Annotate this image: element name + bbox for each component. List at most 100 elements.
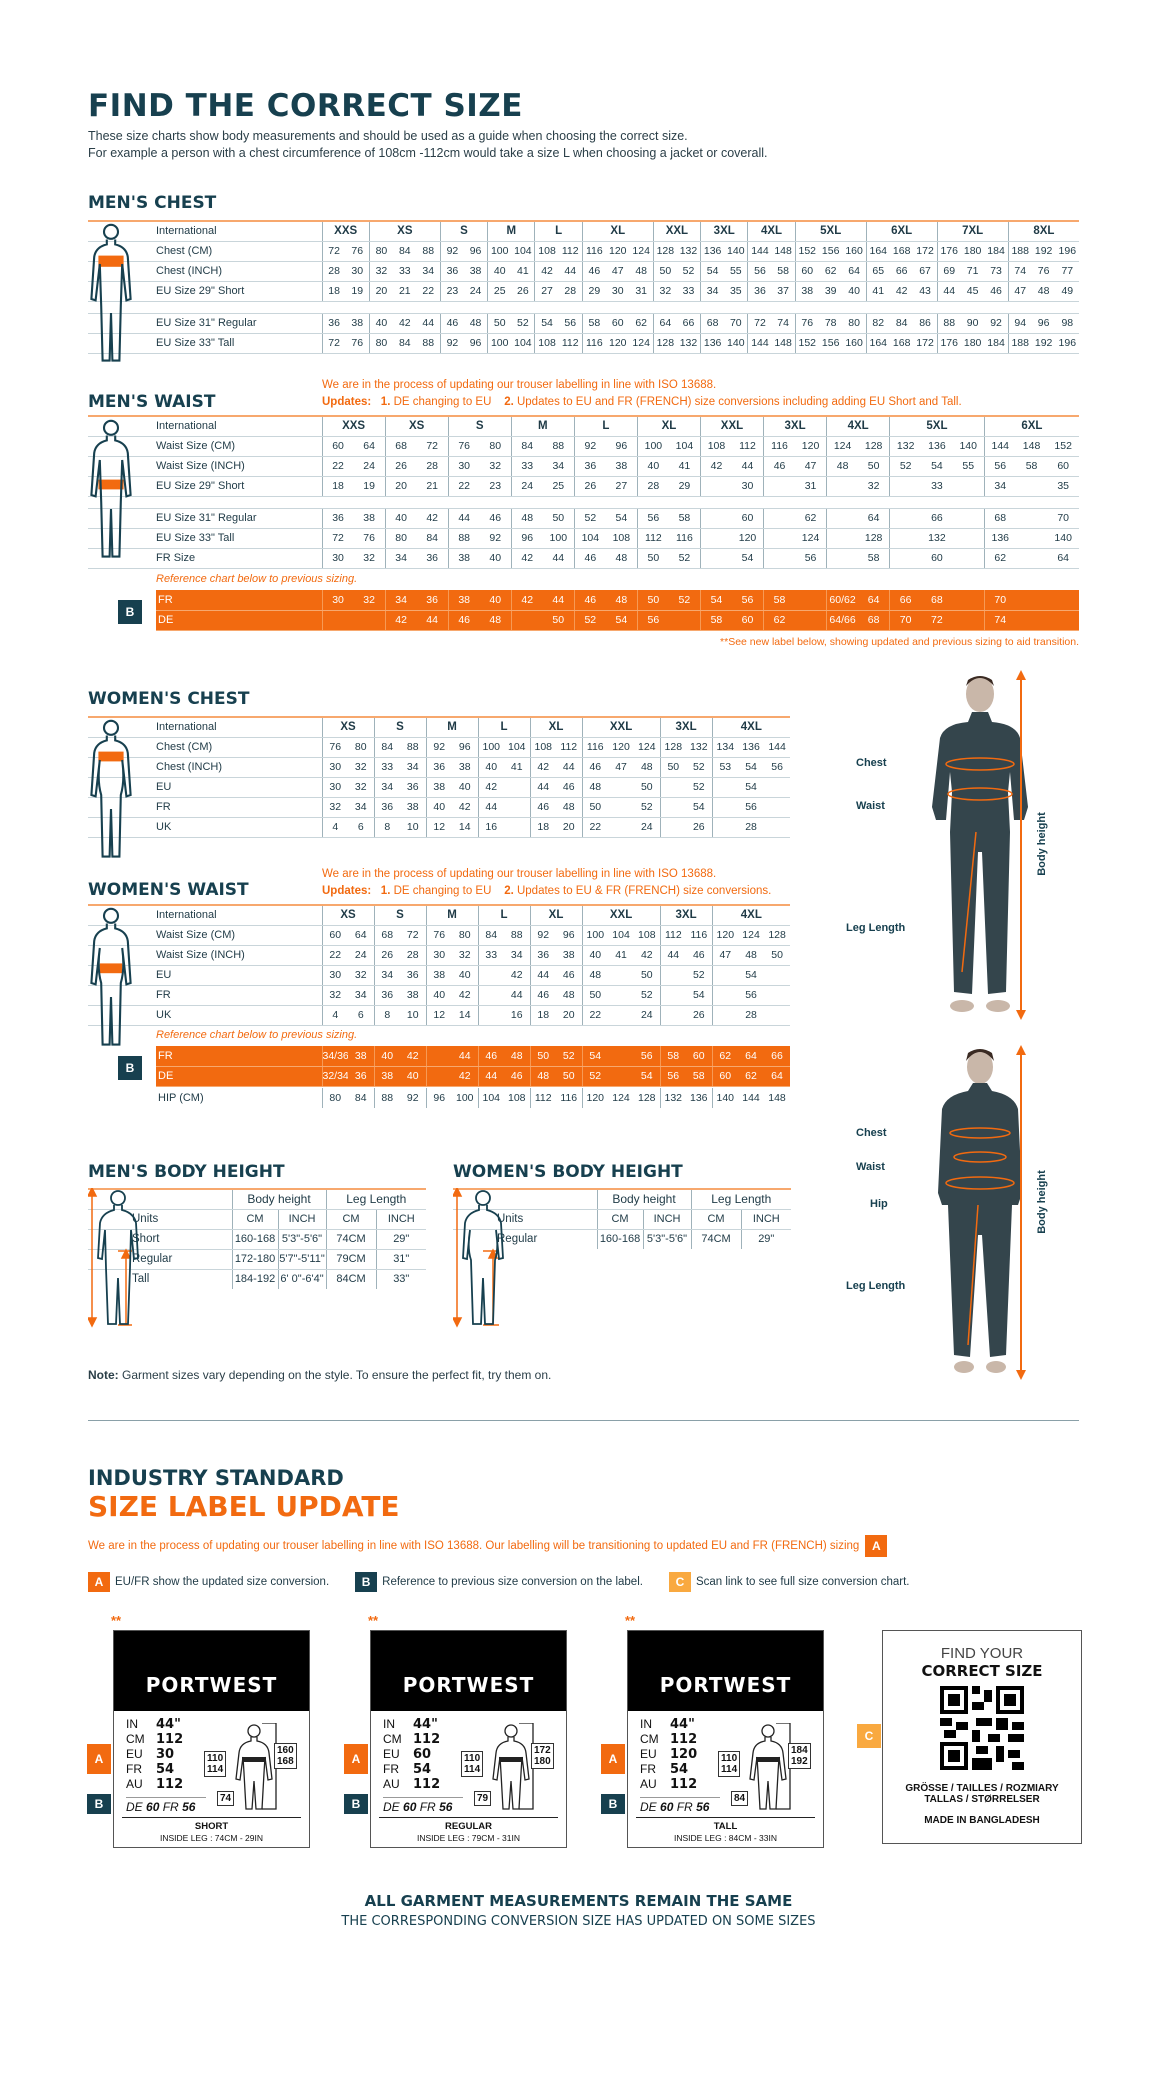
waist-box: 110 114 xyxy=(718,1751,741,1777)
size-header: L xyxy=(477,716,531,738)
cell: 44 xyxy=(416,610,449,631)
cell: 68 xyxy=(983,508,1016,529)
cell: 20 xyxy=(368,281,393,302)
female-figure-icon xyxy=(90,719,132,858)
cell: 46 xyxy=(686,945,713,966)
cell: 84CM xyxy=(325,1269,377,1289)
cell: 32/34 xyxy=(321,1066,348,1087)
cell xyxy=(764,965,791,986)
cell: 26 xyxy=(686,817,713,838)
cell: 132 xyxy=(659,1088,686,1108)
cell xyxy=(795,590,827,611)
brand-name: PORTWEST xyxy=(145,1673,278,1697)
update-2-number: 2. xyxy=(504,885,514,897)
cell: 88 xyxy=(373,1088,400,1108)
row-label: Tall xyxy=(132,1273,150,1286)
cell: 120 xyxy=(608,737,635,758)
cell: 60 xyxy=(921,548,953,569)
size-header: XL xyxy=(529,716,583,738)
cell: 44 xyxy=(504,985,531,1006)
mens-waist-footnote: **See new label below, showing updated a… xyxy=(720,636,1079,648)
legend-item-a: A EU/FR show the updated size conversion. xyxy=(88,1572,329,1592)
cell: 21 xyxy=(392,281,417,302)
cell: 30 xyxy=(321,965,348,986)
divider xyxy=(636,1817,815,1818)
cell: 31 xyxy=(629,281,654,302)
cell: 38 xyxy=(452,757,479,778)
unit: CM xyxy=(596,1209,643,1230)
cell: 28 xyxy=(558,281,583,302)
size-header-row: International XXS XS S M L XL XXL 3XL 4XL 5XL 6XL xyxy=(88,415,1079,437)
cell xyxy=(608,1005,635,1026)
size-header: 8XL xyxy=(1007,220,1080,242)
cell: 42 xyxy=(510,548,543,569)
cell: 29" xyxy=(740,1229,792,1249)
size-rows: IN 44" CM 112 EU 30 FR 54 AU 112 xyxy=(126,1717,183,1792)
cell: 76 xyxy=(447,436,480,457)
cell: 56 xyxy=(764,757,791,778)
cell: 60 xyxy=(731,508,764,529)
updates-label: Updates: xyxy=(322,885,372,897)
cell: 66 xyxy=(764,1046,790,1067)
size-value: 112 xyxy=(413,1732,441,1747)
size-row: EU 120 xyxy=(640,1747,697,1762)
row-label: Waist Size (CM) xyxy=(88,436,323,457)
cell: 152 xyxy=(794,241,819,262)
row-label: DE xyxy=(156,1066,322,1087)
cell: 54 xyxy=(699,590,732,611)
cell: 88 xyxy=(447,528,480,549)
cell xyxy=(1047,610,1079,631)
unit: CM xyxy=(690,1209,742,1230)
cell: 58 xyxy=(668,508,701,529)
cell: 48 xyxy=(510,508,543,529)
cell: 38 xyxy=(447,548,480,569)
cell: 77 xyxy=(1055,261,1080,282)
cell: 32 xyxy=(321,797,348,818)
cell: 30 xyxy=(447,456,480,477)
cell: 62 xyxy=(818,261,843,282)
cell: 44 xyxy=(477,1066,504,1087)
de-key: DE xyxy=(383,1800,400,1814)
cell: 76 xyxy=(425,925,453,946)
qr-code-icon[interactable] xyxy=(940,1686,1024,1770)
cell: 144 xyxy=(747,333,772,354)
cell: 41 xyxy=(511,261,535,282)
size-row: EU 30 xyxy=(126,1747,183,1762)
male-figure-icon xyxy=(90,223,132,362)
row-label: EU Size 33" Tall xyxy=(88,528,323,549)
cell: 30 xyxy=(321,777,348,798)
cell: 196 xyxy=(1055,333,1080,354)
cell: 12 xyxy=(425,1005,453,1026)
cell: 80 xyxy=(842,313,867,334)
cell: 22 xyxy=(321,945,348,966)
cell: 80 xyxy=(321,1088,348,1108)
size-value: 112 xyxy=(156,1732,184,1747)
cell: 70 xyxy=(724,313,748,334)
size-key: EU xyxy=(383,1747,400,1761)
cell: 41 xyxy=(668,456,701,477)
cell: 38 xyxy=(348,1046,374,1067)
size-value: 112 xyxy=(670,1777,698,1792)
cell xyxy=(1015,528,1048,549)
size-header: 4XL xyxy=(711,904,791,926)
intro-text: We are in the process of updating our tr… xyxy=(88,1540,860,1552)
cell xyxy=(659,985,687,1006)
cell: 120 xyxy=(605,241,630,262)
table-row: EU Size 31" Regular 36 38 40 42 44 46 48 50 52 54 5… xyxy=(88,508,1079,529)
row-label: Short xyxy=(88,1229,232,1250)
womens-chest-table: International XS S M L XL XXL 3XL 4XL Chest (CM) 7… xyxy=(88,716,791,838)
cell: 86 xyxy=(913,313,938,334)
fit-label: REGULAR xyxy=(445,1821,492,1832)
badge-c: C xyxy=(668,1572,691,1592)
cell: 108 xyxy=(634,925,661,946)
male-body-height-label: Body height xyxy=(1035,812,1048,876)
cell: 29 xyxy=(581,281,606,302)
cell: 34 xyxy=(504,945,531,966)
cell xyxy=(763,548,796,569)
cell: 18 xyxy=(529,817,557,838)
size-header: 4XL xyxy=(747,220,796,242)
cell: 54 xyxy=(738,965,765,986)
size-row: CM 112 xyxy=(383,1732,440,1747)
mens-chest-table: International XXS XS S M L XL XXL 3XL 4XL 5XL 6XL 7X… xyxy=(88,220,1080,354)
cell xyxy=(659,777,687,798)
